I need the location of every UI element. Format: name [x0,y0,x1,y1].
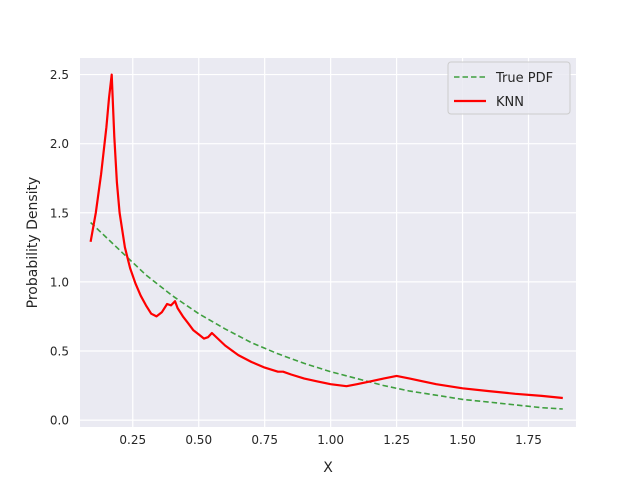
x-axis-ticks: 0.25 0.50 0.75 1.00 1.25 1.50 1.75 [119,433,541,447]
x-tick-label: 0.25 [119,433,146,447]
y-tick-label: 1.5 [50,206,69,220]
legend: True PDF KNN [447,61,571,115]
x-tick-label: 1.25 [383,433,410,447]
y-tick-label: 0.5 [50,344,69,358]
y-tick-label: 2.0 [50,137,69,151]
grid [80,58,576,427]
legend-label-true-pdf: True PDF [495,71,553,86]
x-axis-label: X [323,460,333,476]
y-tick-label: 1.0 [50,275,69,289]
x-tick-label: 1.75 [515,433,542,447]
y-axis-ticks: 0.0 0.5 1.0 1.5 2.0 2.5 [50,68,69,428]
x-tick-label: 1.50 [449,433,476,447]
y-axis-label: Probability Density [25,177,41,309]
y-tick-label: 0.0 [50,414,69,428]
x-tick-label: 1.00 [317,433,344,447]
series-line-knn [89,73,563,400]
x-tick-label: 0.75 [251,433,278,447]
plot-area [80,58,576,427]
y-tick-label: 2.5 [50,68,69,82]
x-tick-label: 0.50 [185,433,212,447]
legend-label-knn: KNN [496,95,524,110]
series-group [89,73,563,410]
